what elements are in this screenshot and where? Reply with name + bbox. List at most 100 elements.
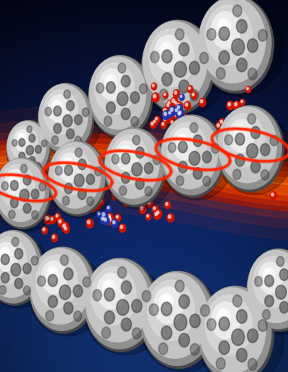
- Circle shape: [236, 310, 247, 323]
- Circle shape: [9, 174, 19, 187]
- Circle shape: [217, 124, 219, 127]
- Circle shape: [168, 101, 170, 104]
- Circle shape: [149, 29, 194, 87]
- Circle shape: [240, 115, 247, 124]
- Circle shape: [218, 107, 276, 183]
- Circle shape: [136, 147, 144, 158]
- Circle shape: [188, 87, 190, 89]
- Circle shape: [47, 217, 49, 220]
- Circle shape: [255, 170, 256, 172]
- Circle shape: [113, 221, 115, 224]
- Circle shape: [239, 134, 241, 137]
- Circle shape: [238, 132, 244, 141]
- Circle shape: [234, 103, 237, 106]
- Circle shape: [83, 277, 91, 287]
- Circle shape: [105, 288, 115, 301]
- Circle shape: [142, 273, 208, 358]
- Circle shape: [265, 269, 271, 277]
- Circle shape: [211, 157, 213, 159]
- Circle shape: [177, 103, 180, 107]
- Circle shape: [35, 145, 41, 153]
- Circle shape: [265, 275, 274, 286]
- Circle shape: [106, 82, 115, 93]
- Circle shape: [179, 112, 185, 120]
- Circle shape: [168, 142, 176, 153]
- Circle shape: [236, 108, 242, 116]
- Circle shape: [154, 287, 182, 324]
- Circle shape: [178, 110, 184, 118]
- Circle shape: [179, 94, 184, 100]
- Circle shape: [234, 101, 240, 110]
- Circle shape: [264, 162, 268, 168]
- Circle shape: [247, 249, 288, 328]
- Circle shape: [161, 302, 172, 316]
- Circle shape: [251, 126, 260, 138]
- Circle shape: [176, 105, 182, 112]
- Circle shape: [115, 141, 138, 170]
- Circle shape: [275, 165, 277, 167]
- Circle shape: [189, 151, 200, 165]
- Circle shape: [118, 63, 126, 73]
- Circle shape: [212, 144, 219, 153]
- Circle shape: [177, 106, 180, 109]
- Circle shape: [174, 314, 187, 331]
- Circle shape: [219, 310, 226, 319]
- Circle shape: [37, 276, 46, 286]
- Circle shape: [124, 200, 128, 206]
- Circle shape: [99, 199, 104, 205]
- Circle shape: [1, 273, 9, 283]
- Circle shape: [41, 261, 67, 294]
- Circle shape: [178, 141, 187, 153]
- Circle shape: [277, 143, 279, 145]
- Circle shape: [202, 151, 211, 163]
- Circle shape: [248, 68, 257, 80]
- Circle shape: [234, 125, 246, 141]
- Circle shape: [39, 84, 92, 152]
- Circle shape: [264, 135, 266, 138]
- Circle shape: [277, 142, 281, 148]
- Circle shape: [163, 107, 169, 116]
- Circle shape: [85, 259, 154, 349]
- Circle shape: [193, 120, 198, 127]
- Circle shape: [263, 134, 270, 142]
- Circle shape: [211, 12, 240, 48]
- Circle shape: [63, 115, 72, 127]
- Circle shape: [205, 295, 252, 355]
- Circle shape: [11, 263, 21, 276]
- Circle shape: [51, 217, 53, 220]
- Circle shape: [207, 319, 216, 330]
- Circle shape: [121, 318, 131, 331]
- Circle shape: [179, 43, 189, 56]
- Circle shape: [48, 296, 57, 308]
- Circle shape: [107, 76, 112, 83]
- Circle shape: [247, 128, 249, 131]
- Circle shape: [121, 281, 131, 294]
- Circle shape: [98, 186, 103, 193]
- Circle shape: [131, 117, 139, 126]
- Ellipse shape: [198, 4, 284, 96]
- Circle shape: [75, 148, 82, 157]
- Circle shape: [156, 118, 157, 120]
- Circle shape: [235, 133, 245, 145]
- Circle shape: [102, 327, 111, 339]
- Circle shape: [250, 150, 252, 153]
- Circle shape: [254, 169, 258, 175]
- Circle shape: [162, 295, 168, 304]
- Circle shape: [161, 115, 225, 197]
- Circle shape: [189, 128, 190, 130]
- Circle shape: [166, 203, 168, 205]
- Circle shape: [100, 69, 124, 100]
- Circle shape: [150, 51, 159, 62]
- Circle shape: [217, 106, 281, 189]
- Circle shape: [60, 202, 62, 205]
- Circle shape: [149, 304, 158, 315]
- Circle shape: [154, 120, 155, 123]
- Circle shape: [0, 232, 37, 297]
- Circle shape: [248, 132, 254, 140]
- Circle shape: [105, 128, 166, 206]
- Circle shape: [29, 157, 35, 164]
- Circle shape: [108, 217, 114, 225]
- Circle shape: [232, 329, 245, 346]
- Circle shape: [207, 29, 216, 40]
- Circle shape: [173, 113, 178, 119]
